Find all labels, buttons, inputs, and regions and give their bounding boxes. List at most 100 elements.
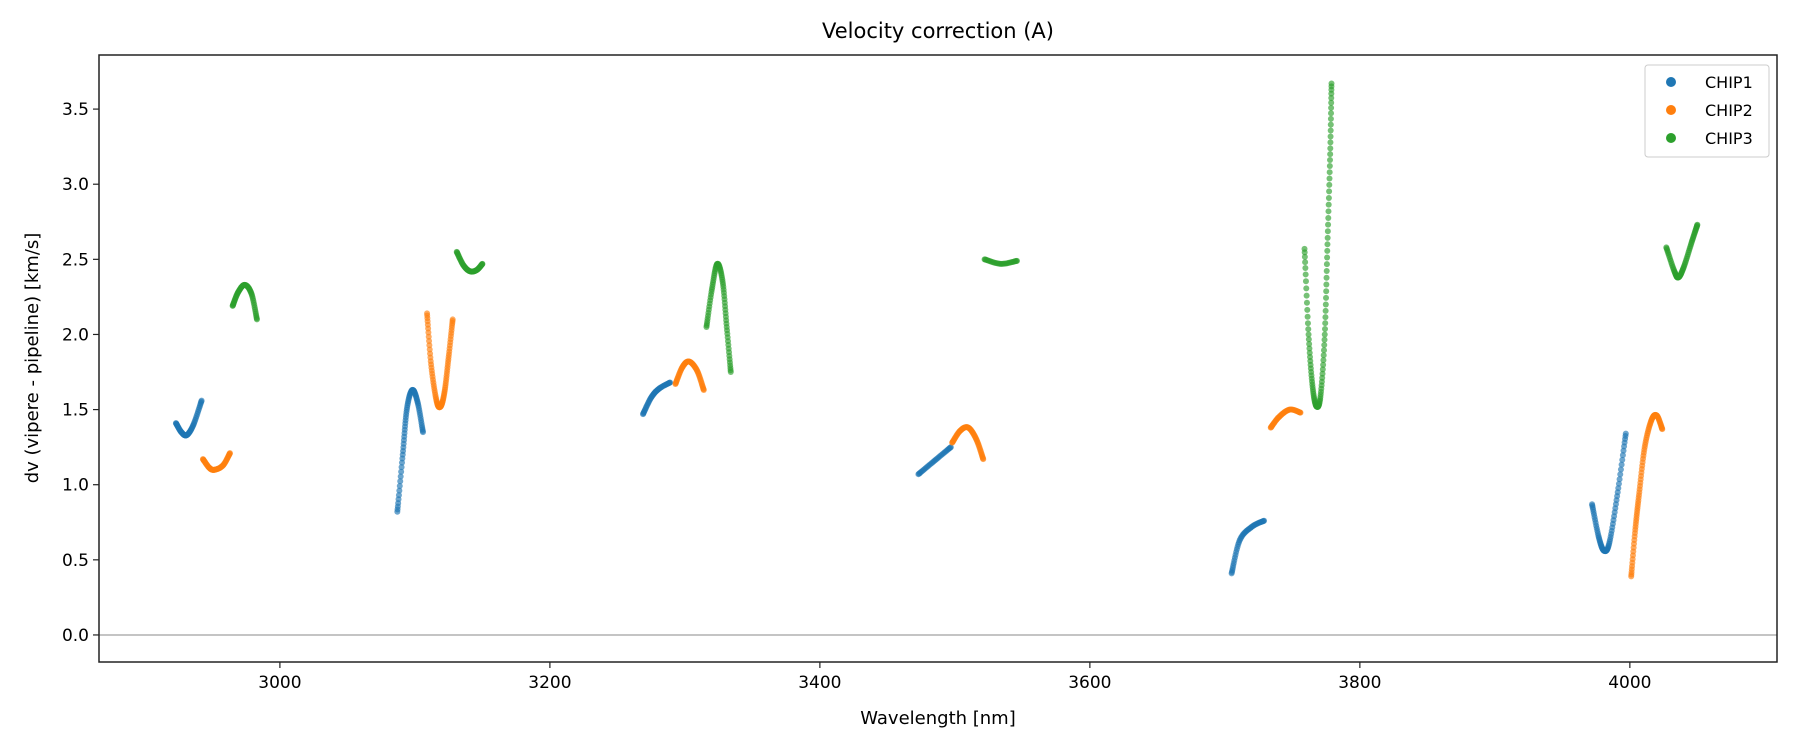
data-point-chip3	[1323, 274, 1330, 281]
y-axis-label: dv (vipere - pipeline) [km/s]	[22, 233, 43, 484]
x-axis-ticks: 3000 3200 3400 3600 3800 4000	[258, 662, 1651, 693]
data-point-chip3	[1324, 241, 1331, 248]
data-point-chip3	[1326, 175, 1333, 182]
data-point-chip3	[479, 260, 486, 267]
y-tick-label: 2.0	[62, 325, 89, 345]
legend: CHIP1 CHIP2 CHIP3	[1644, 64, 1770, 158]
data-point-chip3	[1306, 340, 1313, 347]
x-tick-label: 3800	[1338, 673, 1381, 693]
legend-label-chip1: CHIP1	[1705, 73, 1753, 92]
legend-box	[1644, 64, 1770, 158]
data-point-chip3	[1327, 115, 1334, 122]
data-point-chip3	[1304, 313, 1311, 320]
data-point-chip2	[426, 337, 433, 344]
y-tick-label: 1.0	[62, 476, 89, 496]
data-point-chip3	[1326, 188, 1333, 195]
data-point-chip3	[1327, 133, 1334, 140]
data-point-chip3	[1694, 221, 1701, 228]
data-point-chip3	[1303, 285, 1310, 292]
data-point-chip3	[1319, 370, 1326, 377]
data-point-chip3	[1322, 301, 1329, 308]
plot-frame	[98, 54, 1778, 663]
x-tick-label: 3400	[798, 673, 841, 693]
data-point-chip2	[226, 450, 233, 457]
data-point-chip3	[1323, 281, 1330, 288]
data-point-chip3	[1321, 331, 1328, 338]
data-point-chip3	[1319, 366, 1326, 373]
data-point-chip3	[1322, 314, 1329, 321]
data-point-chip3	[1305, 326, 1312, 333]
data-point-chip3	[1327, 157, 1334, 164]
data-point-chip3	[1326, 181, 1333, 188]
data-point-chip3	[1325, 208, 1332, 215]
data-point-chip3	[1322, 320, 1329, 327]
data-point-chip3	[1323, 261, 1330, 268]
data-point-chip3	[1323, 288, 1330, 295]
data-point-chip3	[1325, 201, 1332, 208]
data-point-chip3	[1321, 325, 1328, 332]
y-axis-ticks: 0.0 0.5 1.0 1.5 2.0 2.5 3.0 3.5	[62, 100, 99, 646]
data-point-chip3	[1325, 221, 1332, 228]
data-point-chip3	[1304, 306, 1311, 313]
data-point-chip3	[1323, 267, 1330, 274]
data-point-chip1	[396, 487, 403, 494]
data-point-chip1	[1618, 461, 1625, 468]
data-point-chip1	[395, 492, 402, 499]
data-point-chip1	[1619, 456, 1626, 463]
data-point-chip3	[1320, 352, 1327, 359]
data-point-chip3	[1323, 294, 1330, 301]
data-point-chip3	[1328, 95, 1335, 102]
legend-marker-chip2	[1666, 105, 1676, 115]
data-point-chip3	[1328, 80, 1335, 87]
data-point-chip2	[425, 333, 432, 340]
data-point-chip3	[1301, 253, 1308, 260]
data-point-chip3	[1327, 139, 1334, 146]
data-point-chip2	[980, 456, 987, 463]
data-point-chip3	[1305, 331, 1312, 338]
data-point-chip1	[1615, 480, 1622, 487]
data-point-chip3	[1325, 214, 1332, 221]
data-point-chip2	[1659, 426, 1666, 433]
data-point-chip3	[1320, 347, 1327, 354]
data-point-chip3	[1302, 271, 1309, 278]
data-point-chip1	[1616, 476, 1623, 483]
x-axis-label: Wavelength [nm]	[860, 708, 1016, 729]
data-point-chip1	[1617, 471, 1624, 478]
data-point-chip3	[1303, 299, 1310, 306]
data-point-chip3	[1324, 234, 1331, 241]
data-point-chip3	[1320, 357, 1327, 364]
data-point-chip3	[1321, 342, 1328, 349]
data-point-chip3	[253, 316, 260, 323]
data-point-chip3	[1324, 254, 1331, 261]
data-point-chip2	[700, 387, 707, 394]
y-tick-label: 1.5	[62, 401, 89, 421]
data-point-chip3	[1302, 265, 1309, 272]
data-point-chip3	[1301, 249, 1308, 256]
data-point-chip3	[1328, 104, 1335, 111]
data-point-chip1	[398, 468, 405, 475]
y-tick-label: 0.0	[62, 626, 89, 646]
x-tick-label: 3200	[528, 673, 571, 693]
data-point-chip3	[1302, 278, 1309, 285]
y-tick-label: 3.0	[62, 175, 89, 195]
x-tick-label: 3600	[1068, 673, 1111, 693]
data-point-chip3	[1320, 361, 1327, 368]
data-point-chip3	[727, 369, 734, 376]
chart-title: Velocity correction (A)	[822, 19, 1054, 43]
data-point-chip3	[1324, 247, 1331, 254]
data-point-chip3	[1325, 195, 1332, 202]
x-tick-label: 4000	[1608, 673, 1651, 693]
data-point-chip3	[1328, 99, 1335, 106]
y-tick-label: 3.5	[62, 100, 89, 120]
data-point-chip3	[1303, 292, 1310, 299]
data-point-chip1	[1622, 430, 1629, 437]
y-tick-label: 0.5	[62, 551, 89, 571]
data-point-chip1	[1617, 466, 1624, 473]
data-point-chip3	[1327, 127, 1334, 134]
x-tick-label: 3000	[258, 673, 301, 693]
data-point-chip1	[397, 478, 404, 485]
data-point-chip3	[1326, 163, 1333, 170]
data-point-chip1	[947, 444, 954, 451]
data-point-chip3	[1321, 336, 1328, 343]
